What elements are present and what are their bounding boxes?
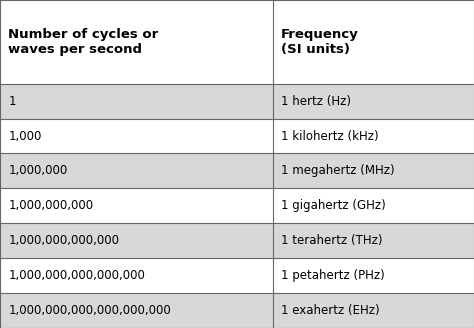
Bar [0, 188, 474, 223]
Text: 1: 1 [8, 94, 16, 108]
Text: 1 kilohertz (kHz): 1 kilohertz (kHz) [281, 130, 378, 142]
Text: 1 exahertz (EHz): 1 exahertz (EHz) [281, 304, 379, 317]
Text: 1,000,000,000: 1,000,000,000 [8, 199, 93, 212]
Text: 1 hertz (Hz): 1 hertz (Hz) [281, 94, 351, 108]
Text: 1,000,000,000,000: 1,000,000,000,000 [8, 234, 119, 247]
Bar [0, 293, 474, 328]
Text: 1 terahertz (THz): 1 terahertz (THz) [281, 234, 382, 247]
Text: 1 petahertz (PHz): 1 petahertz (PHz) [281, 269, 384, 282]
Bar [0, 0, 474, 84]
Text: 1,000: 1,000 [8, 130, 42, 142]
Bar [0, 154, 474, 188]
Text: 1,000,000,000,000,000,000: 1,000,000,000,000,000,000 [8, 304, 171, 317]
Text: Frequency
(SI units): Frequency (SI units) [281, 28, 358, 56]
Text: 1 megahertz (MHz): 1 megahertz (MHz) [281, 164, 394, 177]
Bar [0, 223, 474, 258]
Bar [0, 258, 474, 293]
Bar [0, 84, 474, 118]
Text: 1,000,000,000,000,000: 1,000,000,000,000,000 [8, 269, 145, 282]
Text: Number of cycles or
waves per second: Number of cycles or waves per second [8, 28, 158, 56]
Text: 1,000,000: 1,000,000 [8, 164, 67, 177]
Bar [0, 118, 474, 154]
Text: 1 gigahertz (GHz): 1 gigahertz (GHz) [281, 199, 385, 212]
